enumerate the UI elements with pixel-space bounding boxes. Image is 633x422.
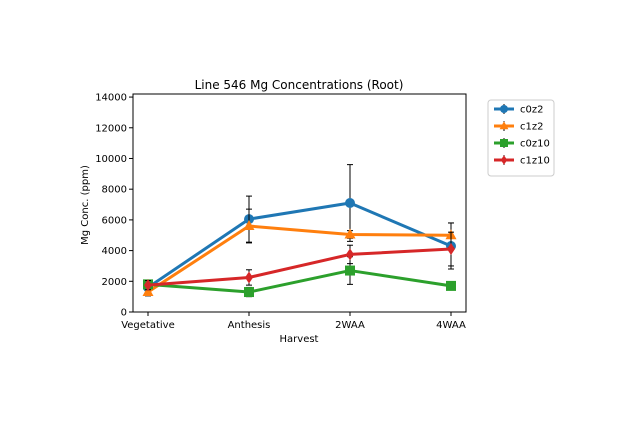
legend-label: c0z10 [520,139,550,150]
series-c0z10 [143,256,456,298]
legend: c0z2 c1z2 c0z10 c1z10 [487,99,555,177]
series-line [147,201,452,289]
y-tick-label: 12000 [95,123,127,134]
data-point [345,198,355,208]
legend-marker [500,139,508,147]
legend-entry-c0z10: c0z10 [494,138,550,150]
data-point [346,248,354,261]
y-tick-label: 2000 [102,277,127,288]
y-tick-label: 6000 [102,215,127,226]
data-point [446,280,456,291]
legend-entry-c1z10: c1z10 [494,155,550,167]
series-line [147,224,452,294]
x-tick-label: 2WAA [335,320,365,331]
data-point [447,243,455,256]
y-axis-label: Mg Conc. (ppm) [80,165,91,245]
data-point [243,220,255,231]
plot-area: 0 2000 4000 6000 8000 10000 12000 14000 Vegetati… [95,93,467,331]
legend-label: c1z10 [520,156,550,167]
x-axis-label: Harvest [280,334,319,345]
legend-marker [499,121,509,130]
y-tick-label: 4000 [102,246,127,257]
series-line [147,247,452,287]
legend-label: c0z2 [520,105,543,116]
plot-frame [132,93,467,313]
legend-entry-c1z2: c1z2 [494,121,543,133]
series-c1z10 [144,231,455,292]
legend-marker [500,155,508,165]
x-tick-label: 4WAA [436,320,466,331]
data-point [245,271,253,284]
data-point [344,228,356,239]
legend-entry-c0z2: c0z2 [494,104,543,116]
y-tick-label: 14000 [95,93,127,104]
series-c0z2 [143,164,456,293]
legend-marker [500,105,508,113]
series-line [147,269,452,294]
legend-label: c1z2 [520,122,543,133]
data-point [244,287,254,298]
chart-title: Line 546 Mg Concentrations (Root) [195,78,404,92]
data-point [144,279,152,292]
data-point [345,265,355,276]
y-tick-label: 10000 [95,154,127,165]
x-tick-label: Anthesis [228,320,271,331]
x-tick-label: Vegetative [121,320,175,331]
y-tick-label: 8000 [102,185,127,196]
y-tick-label: 0 [121,308,127,319]
